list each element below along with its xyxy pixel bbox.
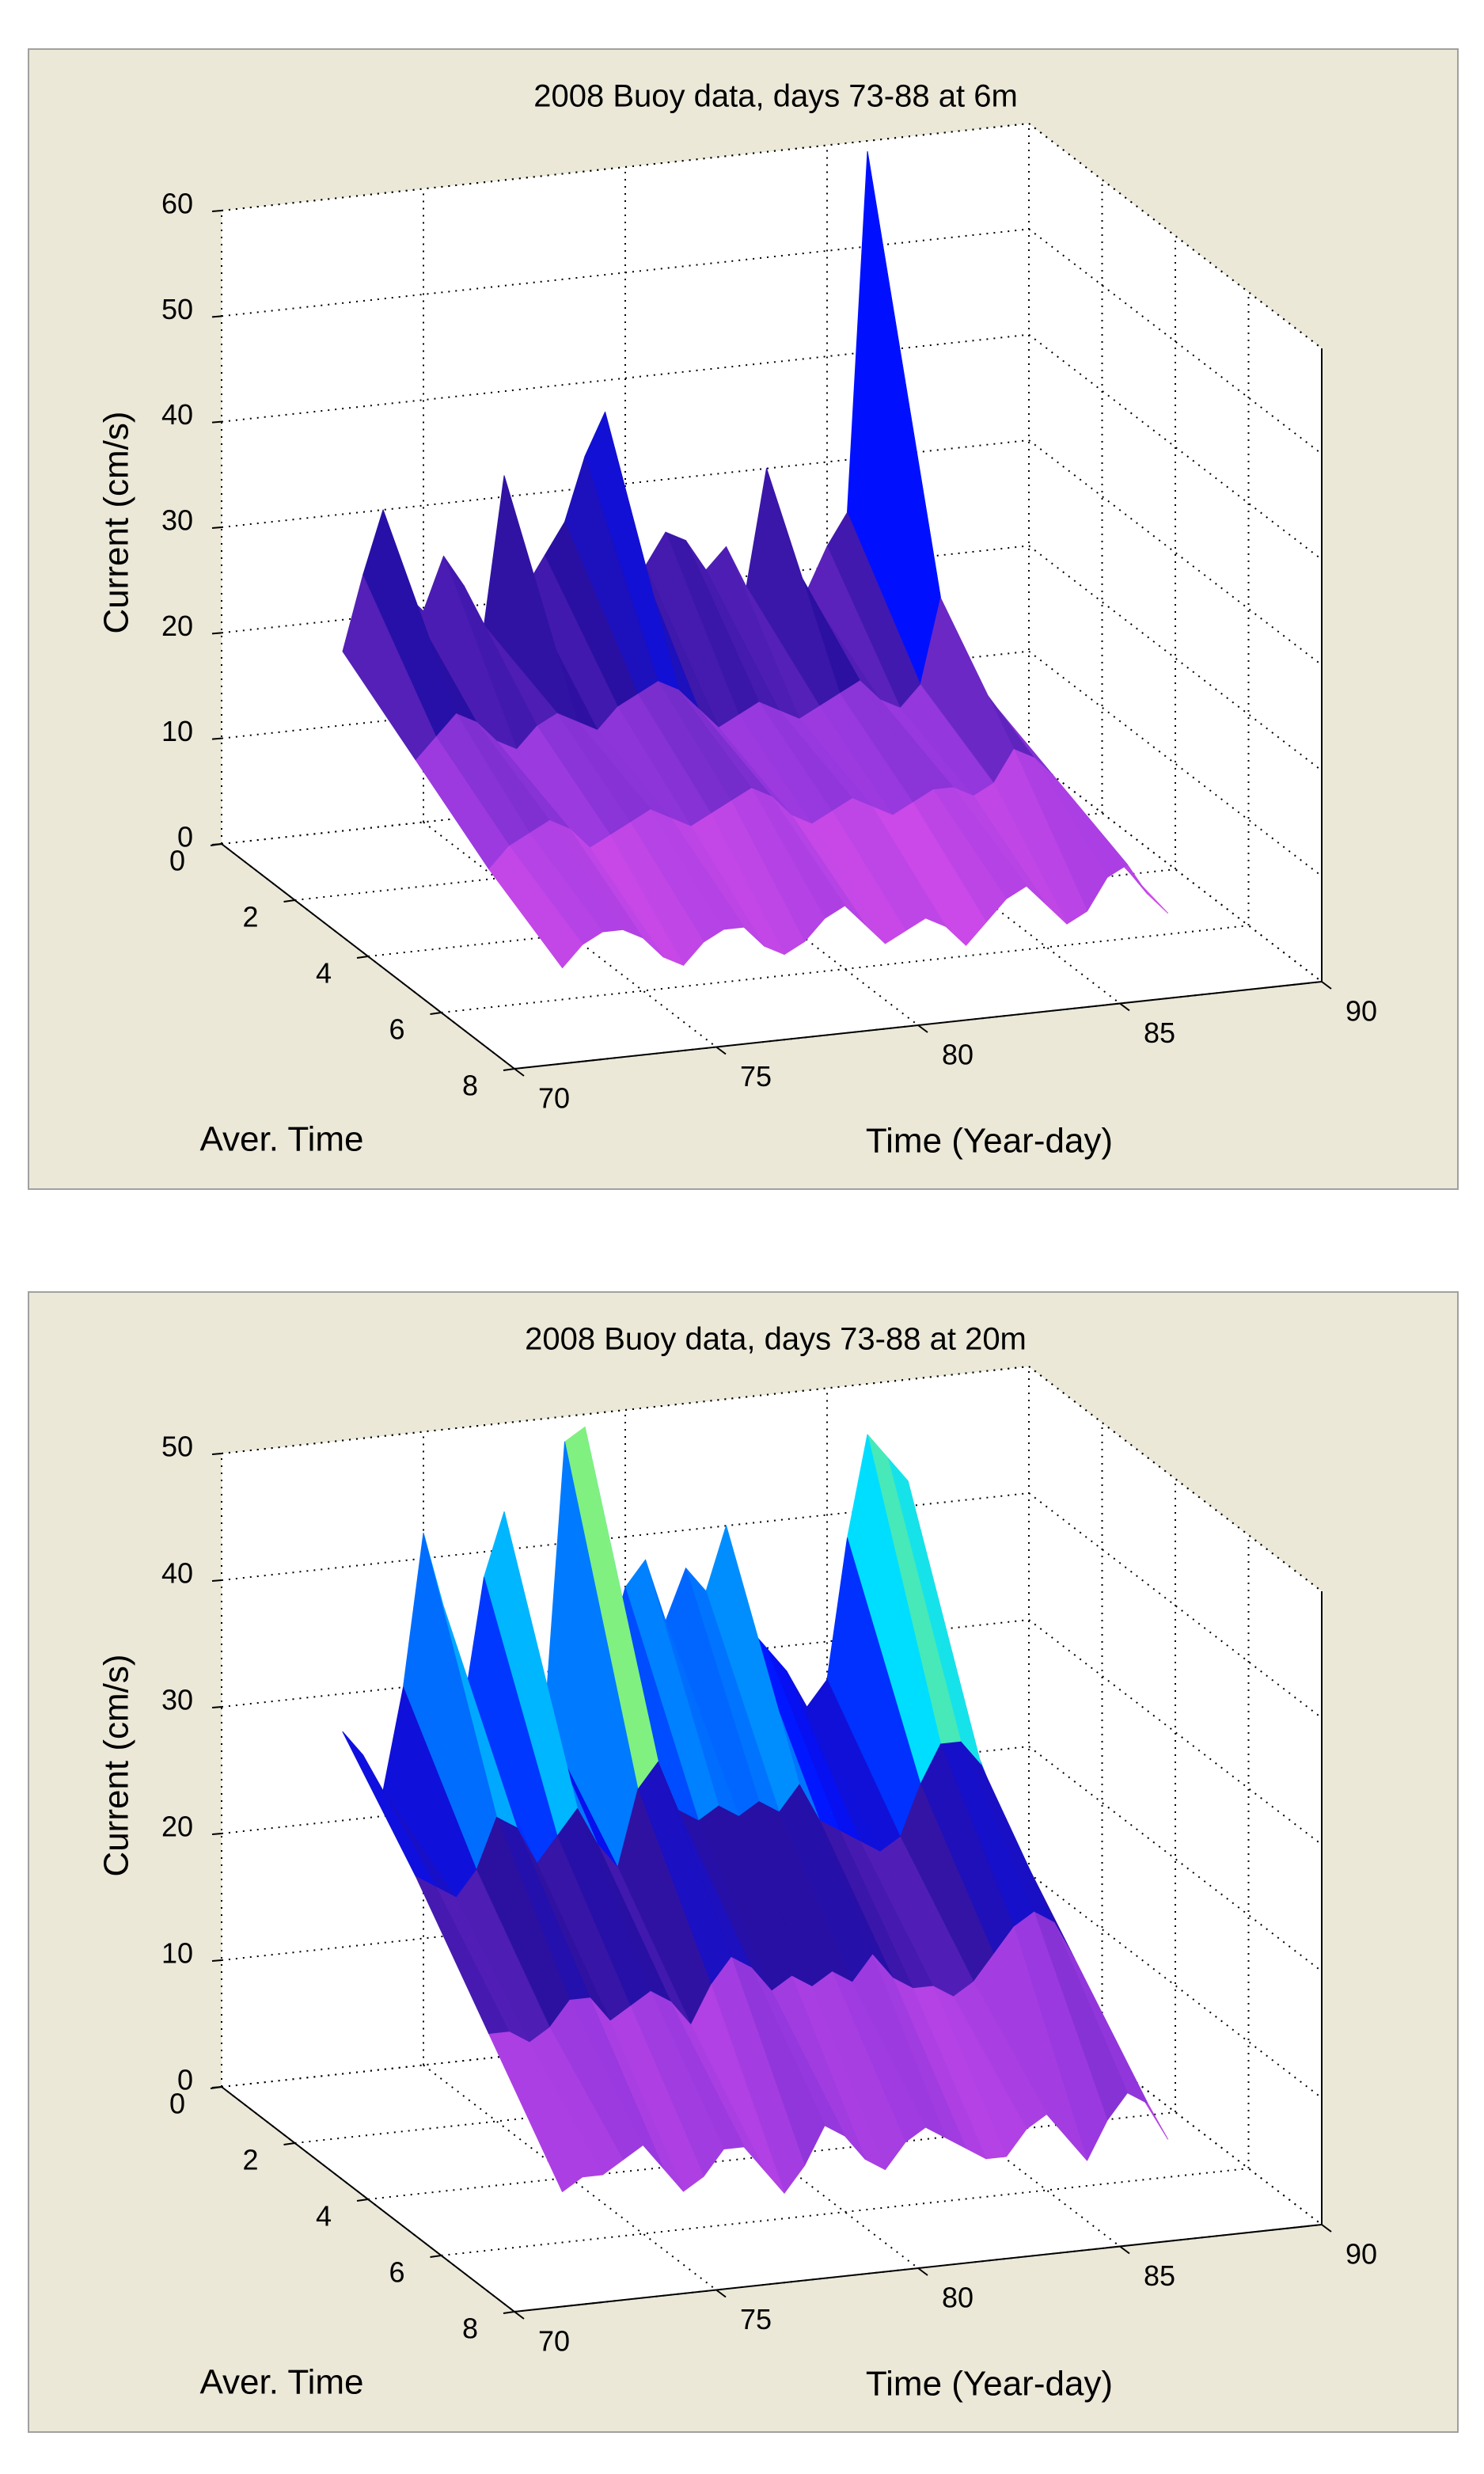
- grid-line: [1028, 333, 1323, 561]
- y-tick: [503, 1068, 515, 1071]
- grid-line: [624, 2043, 919, 2269]
- z-axis-label: Current (cm/s): [97, 411, 136, 633]
- y-tick-label: 8: [462, 2312, 478, 2345]
- y-tick: [210, 2086, 222, 2089]
- grid-line: [1028, 1492, 1323, 1719]
- z-tick-label: 20: [161, 1811, 193, 1843]
- box-edge: [1028, 123, 1323, 349]
- x-tick-label: 75: [740, 2303, 772, 2335]
- grid-line: [1028, 1999, 1323, 2225]
- y-tick: [283, 899, 295, 903]
- x-axis-label: Time (Year-day): [866, 1122, 1113, 1161]
- y-tick-label: 0: [169, 2088, 185, 2120]
- chart: 0 10 20 30 40 50 0 2 4 6 8 70 75 80 85 90 2008 Buoy data…: [28, 1291, 1459, 2433]
- grid-line: [826, 777, 1121, 1005]
- x-tick: [917, 2267, 928, 2276]
- grid-line: [624, 800, 919, 1026]
- x-tick: [514, 1068, 525, 1077]
- z-tick-label: 40: [161, 398, 193, 431]
- z-axis-label: Current (cm/s): [97, 1654, 136, 1876]
- y-tick: [430, 1012, 442, 1015]
- z-tick-label: 0: [177, 821, 193, 853]
- grid-line: [1028, 545, 1323, 772]
- x-tick-label: 85: [1144, 2259, 1175, 2292]
- x-tick-label: 70: [538, 2325, 570, 2358]
- grid-line: [1028, 1619, 1323, 1845]
- grid-line: [1028, 1872, 1323, 2099]
- y-tick-label: 2: [242, 901, 258, 933]
- y-axis-label: Aver. Time: [199, 2363, 363, 2402]
- z-tick-label: 50: [161, 1431, 193, 1463]
- x-tick-label: 80: [942, 2282, 974, 2314]
- surface: [342, 1427, 1168, 2194]
- z-tick-label: 60: [161, 188, 193, 220]
- z-tick-label: 30: [161, 504, 193, 537]
- y-tick-label: 0: [169, 845, 185, 877]
- grid-line: [1028, 439, 1323, 666]
- x-tick: [514, 2311, 525, 2320]
- z-tick: [211, 1579, 222, 1582]
- y-tick-label: 6: [389, 1013, 404, 1046]
- box-edge: [1028, 1366, 1323, 1592]
- x-tick: [1321, 2224, 1332, 2233]
- z-tick: [211, 526, 222, 529]
- z-tick-label: 10: [161, 1937, 193, 1970]
- x-tick-label: 70: [538, 1082, 570, 1115]
- surface: [342, 150, 1168, 968]
- z-tick-label: 30: [161, 1684, 193, 1716]
- y-tick: [210, 843, 222, 846]
- x-tick-label: 90: [1345, 995, 1377, 1028]
- z-tick-label: 0: [177, 2064, 193, 2096]
- grid-line: [1028, 650, 1323, 877]
- x-tick: [1119, 2245, 1130, 2255]
- grid-line: [1028, 1746, 1323, 1972]
- y-tick: [356, 2198, 369, 2202]
- z-tick-label: 20: [161, 610, 193, 642]
- x-tick-label: 80: [942, 1039, 974, 1071]
- y-tick-label: 4: [316, 2200, 332, 2233]
- chart-title: 2008 Buoy data, days 73-88 at 20m: [525, 1322, 1027, 1357]
- z-tick-label: 10: [161, 715, 193, 747]
- x-tick: [917, 1024, 928, 1033]
- y-tick-label: 6: [389, 2256, 404, 2289]
- y-axis-label: Aver. Time: [199, 1120, 363, 1159]
- z-tick-label: 40: [161, 1557, 193, 1590]
- chart-title: 2008 Buoy data, days 73-88 at 6m: [533, 79, 1018, 114]
- z-tick: [211, 1959, 222, 1962]
- y-tick: [356, 956, 369, 959]
- grid-line: [826, 2020, 1121, 2248]
- z-tick: [211, 420, 222, 424]
- x-tick: [1321, 981, 1332, 990]
- x-tick: [715, 1046, 727, 1055]
- x-tick-label: 75: [740, 1060, 772, 1093]
- x-tick-label: 85: [1144, 1017, 1175, 1049]
- grid-line: [423, 2064, 717, 2291]
- grid-line: [1028, 756, 1323, 982]
- y-tick: [430, 2255, 442, 2258]
- y-tick: [503, 2311, 515, 2314]
- z-tick-label: 50: [161, 293, 193, 325]
- z-tick: [211, 1706, 222, 1708]
- y-tick-label: 8: [462, 1070, 478, 1102]
- chart: 0 10 20 30 40 50 60 0 2 4 6 8 70 75 80 85 90 2008 Buoy da…: [28, 48, 1459, 1190]
- y-tick: [283, 2142, 295, 2145]
- surface-patch: [488, 2031, 583, 2192]
- x-tick-label: 90: [1345, 2238, 1377, 2271]
- y-tick-label: 4: [316, 957, 332, 990]
- x-axis-label: Time (Year-day): [866, 2365, 1113, 2404]
- x-tick: [1119, 1002, 1130, 1012]
- grid-line: [1028, 228, 1323, 455]
- y-tick-label: 2: [242, 2144, 258, 2176]
- grid-line: [423, 821, 717, 1048]
- z-tick: [211, 315, 222, 318]
- surface-patch: [488, 846, 583, 968]
- x-tick: [715, 2289, 727, 2298]
